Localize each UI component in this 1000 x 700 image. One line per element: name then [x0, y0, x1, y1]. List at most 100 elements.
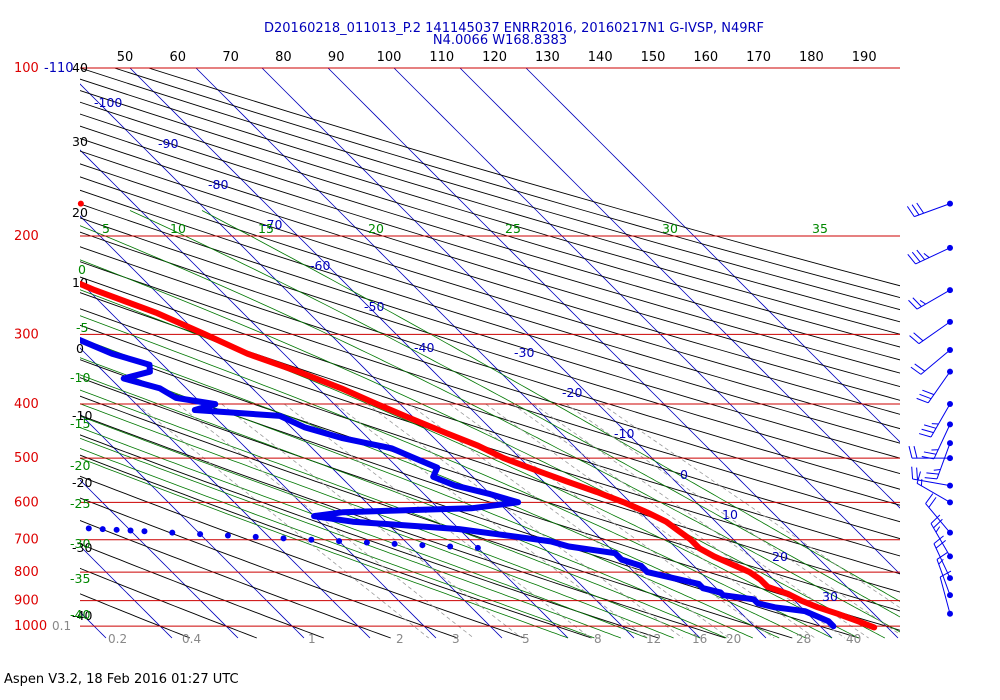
- dry-adiabat-line: [80, 137, 900, 388]
- mixing-ratio-line: [177, 403, 474, 639]
- isotherm-label: 0: [680, 467, 688, 482]
- wind-barb-flag: [911, 204, 920, 216]
- isotherm-label: -40: [414, 340, 434, 355]
- dewpoint-scatter-point: [363, 539, 370, 546]
- dewpoint-scatter-point: [308, 536, 315, 543]
- wind-barb: [924, 440, 953, 480]
- dry-adiabat-line: [80, 203, 900, 459]
- equivalent-potential-temp-label: 30: [662, 221, 678, 236]
- dewpoint-scatter-point: [141, 528, 148, 535]
- dry-adiabat-line: [80, 593, 191, 639]
- dewpoint-scatter-point: [127, 527, 134, 534]
- dry-adiabat-line: [80, 543, 324, 639]
- isotherm-label: -100: [94, 95, 122, 110]
- dry-adiabat-line: [80, 434, 659, 639]
- pressure-tick-label: 800: [14, 565, 39, 580]
- chart-title-line1: D20160218_011013_P.2 141145037 ENRR2016,…: [264, 21, 764, 36]
- wind-barb-staff: [933, 424, 951, 460]
- top-scale-label: 170: [746, 50, 771, 65]
- moist-adiabat-line: [201, 210, 900, 602]
- dewpoint-scatter-point: [113, 526, 120, 533]
- wind-barb-flag: [916, 471, 921, 484]
- moist-adiabat-label: -30: [70, 536, 90, 551]
- background-lines: [0, 68, 900, 639]
- wind-barb: [916, 471, 953, 506]
- pressure-tick-label: 1000: [14, 619, 47, 634]
- wind-barb-flag: [916, 249, 926, 261]
- wind-barb-staff: [927, 371, 951, 404]
- equivalent-potential-temp-label: 35: [812, 221, 828, 236]
- wind-barb-flag: [928, 497, 937, 508]
- dry-adiabat-line: [80, 395, 793, 639]
- pressure-tick-label: 400: [14, 397, 39, 412]
- wind-barb-flag: [911, 466, 914, 480]
- mixing-ratio-line: [366, 403, 683, 639]
- dry-adiabat-line: [80, 90, 900, 335]
- wind-barb-flag: [923, 253, 930, 258]
- height-km-label: -40: [72, 608, 92, 623]
- wind-barb-flag: [933, 518, 943, 529]
- mixing-ratio-label: 3: [452, 632, 460, 646]
- wind-barb: [911, 466, 953, 489]
- dewpoint-scatter-point: [15, 521, 21, 527]
- wind-barb-flag: [930, 514, 941, 524]
- moist-adiabat-label: -25: [70, 496, 90, 511]
- dry-adiabat-line: [80, 101, 900, 348]
- mixing-ratio-label: 1: [308, 632, 316, 646]
- moist-adiabat-label: 0: [78, 262, 86, 277]
- mixing-ratio-label: 2: [396, 632, 404, 646]
- dry-adiabat-line: [80, 308, 900, 575]
- wind-barb-flag: [916, 202, 925, 214]
- dewpoint-scatter-point: [280, 535, 287, 542]
- dry-adiabat-line: [80, 276, 900, 540]
- height-km-label: 20: [72, 205, 88, 220]
- isotherm-line: [0, 68, 40, 638]
- profiles: [15, 280, 878, 631]
- wind-barb-flag: [913, 332, 924, 342]
- wind-barb-staff: [930, 523, 951, 557]
- wind-barb-dot: [947, 592, 953, 599]
- wind-barb: [939, 570, 953, 617]
- mixing-ratio-label: 28: [796, 632, 811, 646]
- dewpoint-scatter-point: [252, 533, 259, 540]
- dry-adiabat-line: [80, 231, 900, 490]
- wind-barb-flag: [907, 253, 916, 265]
- dewpoint-scatter-point: [99, 526, 106, 533]
- wind-barb-dot: [947, 421, 953, 428]
- dewpoint-scatter-point: [336, 538, 343, 545]
- dry-adiabat-line: [80, 497, 458, 639]
- top-scale-label: 180: [799, 50, 824, 65]
- mixing-ratio-line: [408, 403, 730, 639]
- wind-barb-staff: [925, 503, 951, 534]
- wind-barb-flag: [908, 446, 913, 459]
- wind-barb-flag: [909, 335, 920, 345]
- wind-barb-flag: [911, 251, 921, 263]
- dry-adiabat-line: [80, 68, 900, 311]
- wind-barb-staff: [936, 559, 951, 596]
- mixing-ratio-label: 8: [594, 632, 602, 646]
- height-km-label: -30: [72, 540, 92, 555]
- dry-adiabat-line: [80, 567, 257, 639]
- mixing-ratio-line: [335, 403, 648, 639]
- wind-barb-staff: [936, 442, 951, 480]
- wind-barb-flag: [914, 363, 926, 372]
- wind-barb-flag: [916, 467, 919, 480]
- equivalent-potential-temp-label: 20: [368, 221, 384, 236]
- footer-text: Aspen V3.2, 18 Feb 2016 01:27 UTC: [4, 672, 239, 687]
- temperature-profile-line: [80, 280, 878, 631]
- dewpoint-scatter-point: [224, 532, 231, 539]
- isotherm-line: [393, 68, 900, 575]
- wind-barb-flag: [935, 539, 946, 549]
- mixing-ratio-label: 0.1: [52, 619, 71, 633]
- wind-barb-flag: [906, 206, 915, 217]
- isotherm-label: -90: [158, 136, 178, 151]
- top-scale-label: 80: [275, 50, 292, 65]
- isotherm-label: -30: [514, 345, 534, 360]
- equivalent-potential-temp-label: 25: [505, 221, 521, 236]
- mixing-ratio-line: [449, 403, 775, 639]
- mixing-ratio-label: 5: [522, 632, 530, 646]
- height-km-label: -10: [72, 408, 92, 423]
- top-scale-label: 50: [117, 50, 134, 65]
- top-scale-label: 70: [222, 50, 239, 65]
